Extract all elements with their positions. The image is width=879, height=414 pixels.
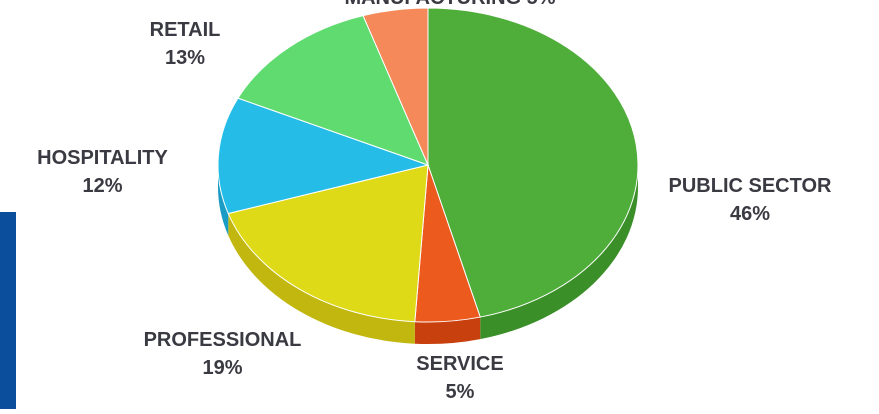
label-retail-name: RETAIL [149,19,221,41]
label-manufacturing-pct: 5% [527,0,556,9]
label-manufacturing-name: MANUFACTURING [344,0,521,9]
pie-top-layer [217,7,639,323]
label-retail-pct: 13% [164,47,206,69]
label-service-pct: 5% [445,381,475,403]
pie-depth-layer [218,165,638,344]
pie-slice-hospitality [217,97,430,215]
label-hospitality-name: HOSPITALITY [37,147,168,169]
label-public-sector-pct: 46% [729,203,771,225]
label-professional: PROFESSIONAL 19% [100,326,345,382]
left-accent-bar [0,212,16,409]
label-public-sector: PUBLIC SECTOR 46% [630,172,870,228]
label-professional-pct: 19% [202,357,243,379]
pie-slice-retail [237,15,429,166]
pie-slice-public-sector [427,7,639,318]
label-manufacturing: MANUFACTURING 5% [300,0,600,12]
label-hospitality-pct: 12% [82,175,123,197]
label-public-sector-name: PUBLIC SECTOR [668,175,832,197]
pie-side-professional [228,213,415,344]
pie-side-service [414,317,481,344]
pie-slice-professional [227,164,429,323]
label-service-name: SERVICE [416,353,504,375]
label-professional-name: PROFESSIONAL [143,329,302,351]
pie-slice-manufacturing [362,7,429,166]
label-retail: RETAIL 13% [130,16,240,72]
label-service: SERVICE 5% [385,350,535,406]
label-hospitality: HOSPITALITY 12% [0,144,205,200]
pie-side-public-sector [480,165,638,340]
